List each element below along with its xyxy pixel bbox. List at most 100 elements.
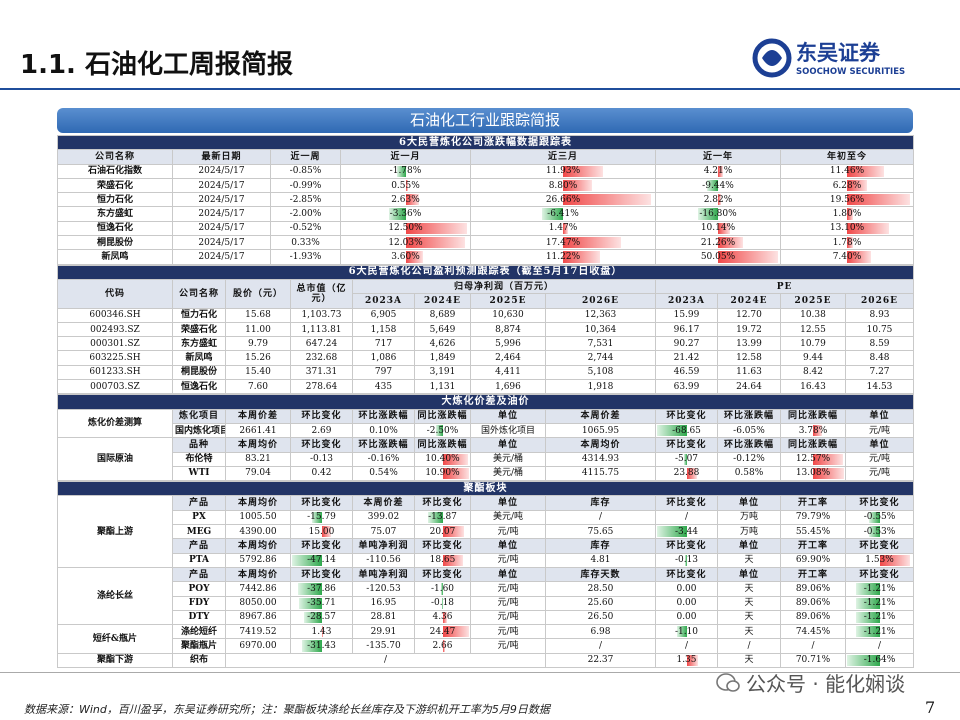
table-cell: -1.21% [844,624,915,640]
data-bar [855,611,880,624]
header-cell: 总市值（亿元） [290,278,353,309]
cell-text: -0.12% [733,454,765,465]
cell-text: 环比涨跌幅 [723,439,774,450]
cell-text: / [878,641,882,652]
header-cell: 单位 [470,408,546,424]
cell-text: / [747,641,751,652]
table-cell: 10.14% [655,220,781,237]
table-cell: -6.05% [717,422,781,439]
table-cell: PTA [172,552,226,568]
cell-text: 70.71% [795,655,831,666]
data-bar [563,165,603,177]
table-cell: -0.18 [414,595,471,611]
table-cell: 炼化价差测算 [57,408,173,439]
table-cell: 11.93% [470,163,656,179]
table-cell: -0.52% [270,220,341,237]
header-cell: 环比变化 [844,538,915,554]
cell-text: 797 [374,367,393,378]
cell-text: 4115.75 [581,468,620,479]
table-cell: 16.43 [780,379,846,395]
table-cell: 278.64 [290,379,353,395]
cell-text: 1,849 [429,353,456,364]
cell-text: 2,744 [587,353,614,364]
table-cell: -1.21% [844,595,915,611]
data-row: 国内炼化项目 2661.41 2.69 0.10% -2.50% 国外炼化项目 1065.9… [58,422,914,439]
table-cell: -0.85% [270,163,341,179]
table-cell: 717 [352,336,415,352]
cell-text: 1.78% [832,237,862,248]
table-cell: 83.21 [225,451,291,467]
cell-text: 元/吨 [497,612,519,623]
data-bar [868,511,880,524]
cell-text: / [684,512,689,523]
cell-text: 74.45% [795,626,831,637]
header-cell: 同比涨跌幅 [414,437,471,453]
header-cell: 同比涨跌幅 [780,408,846,424]
cell-text: 元/吨 [497,598,519,609]
cell-text: -35.71 [307,598,336,609]
table-cell: 聚酯板块 [56,481,915,497]
table-cell: 桐昆股份 [172,364,226,381]
table-cell: 21.26% [655,235,781,251]
table-cell: 3,191 [414,364,471,381]
table-cell: 10.40% [414,451,471,467]
header-cell: 代码 [57,278,173,309]
header-cell: 环比涨跌幅 [352,408,415,424]
cell-text: 1,918 [587,381,614,392]
cell-text: 2024/5/17 [198,223,245,234]
table-cell: 24.64 [717,379,781,395]
table-cell: 600346.SH [57,307,173,323]
table-cell: 17.47% [470,235,656,251]
header-cell: 2026E [844,293,915,309]
table-cell: 元/吨 [845,422,914,439]
cell-text: 本周均价 [237,498,278,509]
cell-text: -1.60 [430,583,455,594]
header-cell: 环比变化 [290,437,353,453]
header-cell: 开工率 [780,566,846,583]
table-cell: 元/吨 [470,624,546,640]
cell-text: 16.43 [800,381,826,392]
cell-text: 环比变化 [666,498,707,509]
table-cell: 3.78% [780,422,846,439]
data-row: 桐昆股份 2024/5/17 0.33% 12.03% 17.47% 21.26% 1.78… [57,235,915,251]
cell-text: 环比变化 [666,439,707,450]
cell-text: 1,158 [370,324,397,335]
cell-text: -9.44% [702,180,734,191]
table-cell: / [844,638,915,654]
table-cell: 10.38 [780,307,846,323]
cell-text: 6大民营炼化公司盈利预测跟踪表（截至5月17日收盘） [348,266,623,278]
table-cell: 12.70 [717,307,781,323]
table-cell: 2024/5/17 [172,206,271,222]
cell-text: 天 [744,655,754,666]
data-bar [855,597,880,609]
header-cell: 环比变化 [414,495,471,511]
cell-text: 13.99 [736,338,762,349]
table-cell: -13.87 [414,509,471,526]
header-row: 涤纶长丝 产品 本周均价 环比变化 单吨净利润 环比变化 单位 库存天数 环比变化 单位 开工率 环比… [57,566,915,626]
cell-text: 元/吨 [497,641,519,652]
table-cell: 涤纶长丝 [57,566,173,626]
cell-text: -31.43 [307,641,336,652]
data-bar [321,526,331,538]
logo-icon [762,50,782,66]
header-cell: 环比变化 [655,408,718,424]
cell-text: 恒逸石化 [180,381,217,392]
cell-text: 2023A [364,295,403,306]
cell-text: 环比变化 [301,569,342,580]
cell-text: 10,364 [584,324,617,335]
table-cell: 5792.86 [225,552,291,568]
cell-text: 2024E [424,295,461,306]
cell-text: 232.68 [305,353,338,364]
table-cell: 6,905 [352,307,415,323]
table-cell: WTI [172,465,226,482]
table-cell: 0.55% [340,177,471,194]
header-cell: 近一周 [270,149,341,165]
cell-text: 2661.41 [239,425,277,436]
data-bar [442,640,446,652]
table-cell: 2,464 [470,350,546,366]
table-cell: 天 [717,652,781,668]
table-cell: 601233.SH [57,364,173,381]
table-cell: 2.66 [414,638,471,654]
table-cell: 恒逸石化 [172,379,226,395]
table-cell: 0.00 [655,581,718,597]
